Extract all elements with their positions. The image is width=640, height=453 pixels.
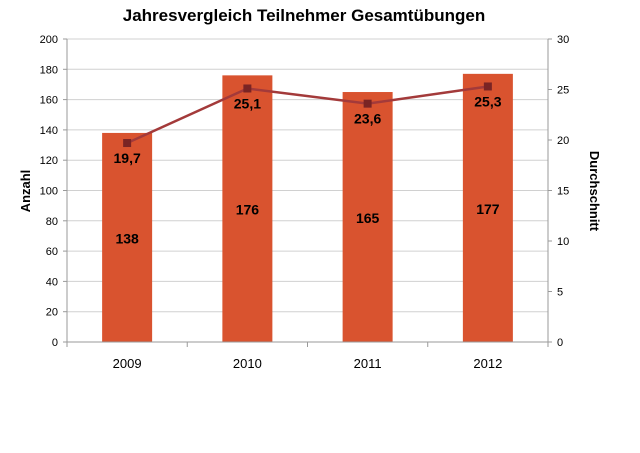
x-axis-ticks: 2009 2010 2011 2012 <box>113 356 503 371</box>
y-tick-label: 160 <box>40 95 58 107</box>
bar <box>222 75 273 343</box>
y-tick-label: 80 <box>46 216 58 228</box>
x-tick-label: 2012 <box>473 356 502 371</box>
bar <box>102 132 153 342</box>
line-point <box>363 99 372 108</box>
y2-tick-label: 0 <box>557 337 563 349</box>
y-tick-label: 120 <box>40 155 58 167</box>
y2-tick-label: 15 <box>557 186 569 198</box>
y2-tick-label: 5 <box>557 287 563 299</box>
x-tick-label: 2010 <box>233 356 262 371</box>
x-tick-label: 2009 <box>113 356 142 371</box>
bar-series <box>102 73 513 343</box>
line-value-label: 23,6 <box>354 111 381 127</box>
bar <box>342 92 393 343</box>
y-tick-label: 100 <box>40 186 58 198</box>
x-tick-label: 2011 <box>354 356 382 371</box>
y2-axis-ticks: 0 5 10 15 20 25 30 <box>557 34 569 349</box>
bar-value-label: 165 <box>356 210 380 226</box>
y2-tick-label: 30 <box>557 34 569 46</box>
chart-title: Jahresvergleich Teilnehmer Gesamtübungen <box>123 6 485 25</box>
y-tick-label: 200 <box>40 34 58 46</box>
axes <box>63 38 552 347</box>
line-value-label: 19,7 <box>114 150 141 166</box>
y-axis-ticks: 0 20 40 60 80 100 120 140 160 180 200 <box>40 34 58 349</box>
y-tick-label: 180 <box>40 64 58 76</box>
data-labels: 138 176 165 177 19,7 25,1 23,6 25,3 <box>114 93 502 246</box>
line-value-label: 25,3 <box>474 93 501 109</box>
y2-tick-label: 20 <box>557 135 569 147</box>
line-path <box>126 85 489 145</box>
y-tick-label: 20 <box>46 307 58 319</box>
line-series <box>123 82 492 148</box>
line-point <box>483 82 492 91</box>
line-value-label: 25,1 <box>234 95 261 111</box>
y2-tick-label: 25 <box>557 85 569 97</box>
line-point <box>123 139 132 148</box>
y2-tick-label: 10 <box>557 236 569 248</box>
bar-value-label: 177 <box>476 201 500 217</box>
bar-value-label: 176 <box>236 202 260 218</box>
line-point <box>243 84 252 93</box>
y-tick-label: 60 <box>46 246 58 258</box>
bar <box>462 73 513 342</box>
bar-value-label: 138 <box>115 230 139 246</box>
y-tick-label: 140 <box>40 125 58 137</box>
y-axis-title: Anzahl <box>18 170 33 213</box>
y2-axis-title: Durchschnitt <box>587 151 602 232</box>
y-tick-label: 40 <box>46 276 58 288</box>
y-tick-label: 0 <box>52 337 58 349</box>
